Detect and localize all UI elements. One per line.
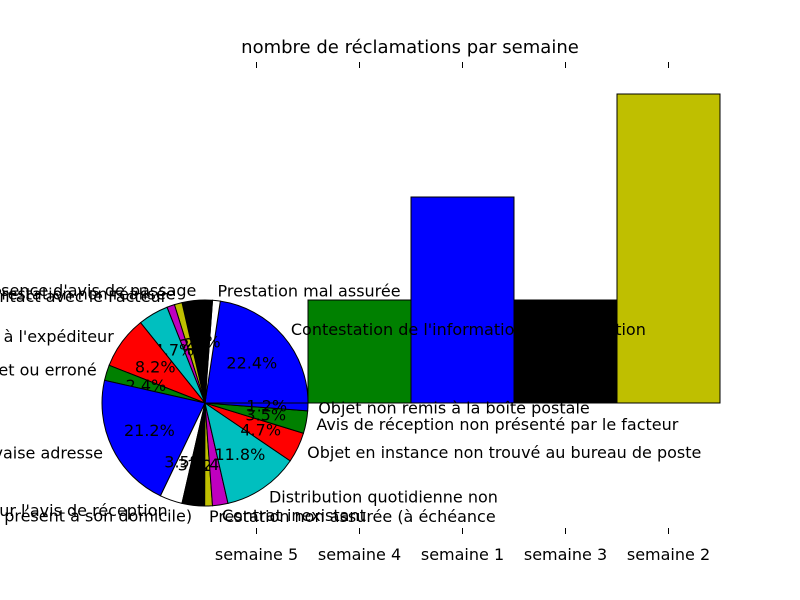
pie-slice [204,402,309,412]
bar-semaine-4 [307,299,412,404]
pie-slice-label: Objet non remis à la boîte postale [318,398,590,417]
x-axis-ticks: semaine 5 semaine 4 semaine 1 semaine 3 sema… [215,62,710,564]
pie-percent-label: 22.4% [226,354,277,373]
pie-slice-label: Distribution à mauvaise adresse [0,443,103,462]
pie-percent-label: 1.2% [246,396,287,415]
bar-semaine-1 [410,196,515,404]
pie-slice [204,300,309,404]
bar-semaine-2 [616,93,721,404]
bar-semaine-3 [513,299,618,404]
pie-slice-label: Objet en instance non trouvé au bureau d… [307,443,701,462]
pie-slice-label: Prestation non réalisée [0,285,176,304]
pie-slice-label: Absence d'avis de passage [0,281,196,300]
pie-slice [101,379,206,497]
pie-slice [204,401,291,504]
pie-percent-label: 4.7% [240,421,281,440]
pie-percent-label: 21.2% [124,421,175,440]
pie-slice-label: Contestation signature sur l'avis de réc… [0,501,168,520]
pie-slice-label: Contrat inexistant [222,506,366,525]
pie-slice-label: Distribution quotidienne non [269,488,498,507]
x-tick-label: semaine 1 [421,545,504,564]
pie-slice-label: Avis de réception non présenté par le fa… [316,415,678,434]
pie-slice-label: Retour à l'expéditeur [0,327,114,346]
bar-series [307,93,721,404]
pie-slice-label: Contact avec le Facteur [0,287,168,306]
pie-slice-label: Avis incomplet ou erroné [0,361,97,380]
pie-slice-label: (destinataire présent à son domicile) [0,507,192,526]
pie-percent-label: 3.5% [245,406,286,425]
x-tick-label: semaine 2 [627,545,710,564]
x-tick-label: semaine 5 [215,545,298,564]
pie-percent-label: 11.8% [214,445,265,464]
x-tick-label: semaine 3 [524,545,607,564]
pie-slice-label: Prestation mal assurée [218,281,401,300]
pie-slice-label: Contestation de l'information de distrib… [291,320,646,339]
x-tick-label: semaine 4 [318,545,401,564]
pie-slice-label: Prestation non assurée (à échéance [209,507,496,526]
chart-title: nombre de réclamations par semaine [241,37,579,58]
pie-percent-label: 8.2% [135,357,176,376]
pie-chart: 22.4% Contestation de l'information de di… [0,281,701,526]
